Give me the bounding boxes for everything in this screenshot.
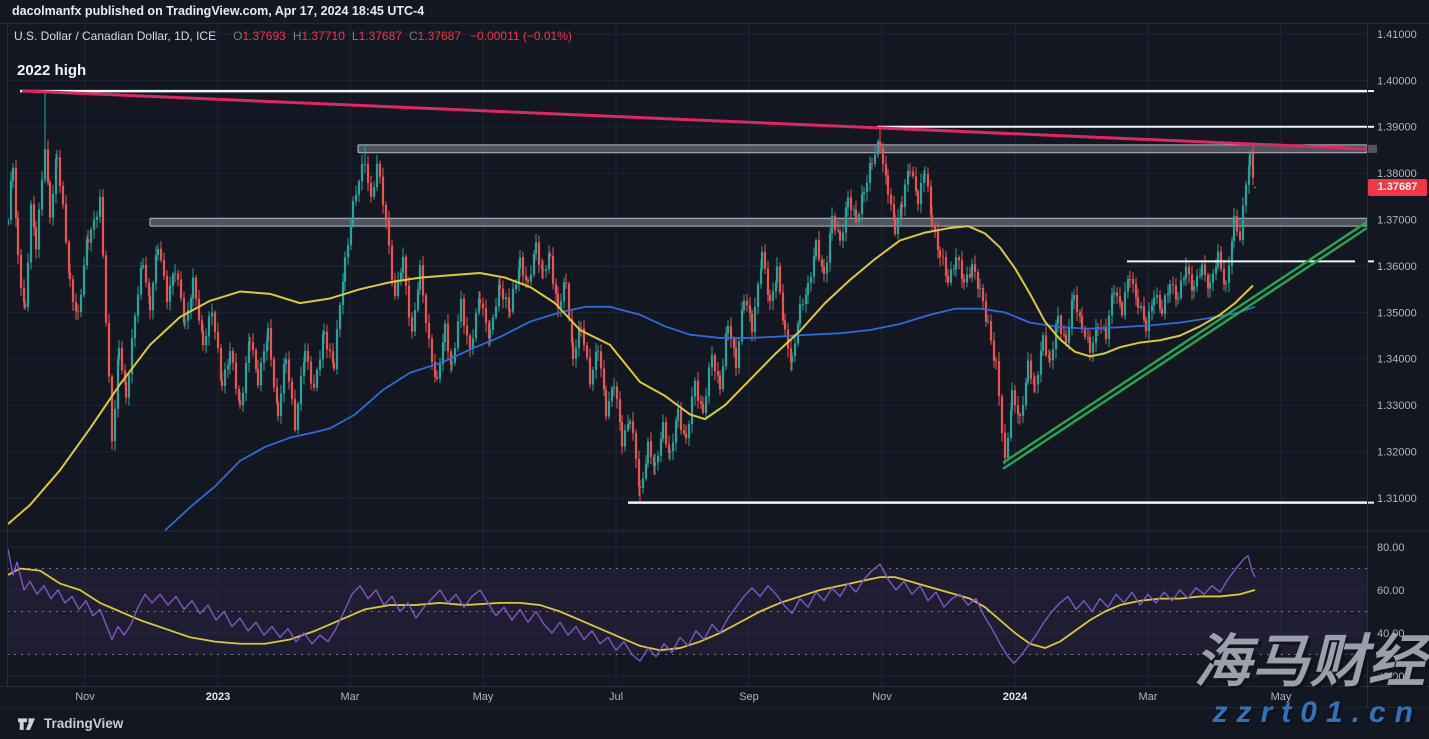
publish-header: dacolmanfx published on TradingView.com,… <box>0 0 1429 24</box>
grid-layer <box>7 24 1367 686</box>
candles-layer <box>7 91 1257 502</box>
price-axis-label: 1.34000 <box>1377 354 1417 366</box>
last-price-badge: 1.37687 <box>1368 179 1427 197</box>
price-axis-label: 1.35000 <box>1377 307 1417 319</box>
change-value: −0.00011 (−0.01%) <box>470 29 572 43</box>
price-axis-label: 1.37000 <box>1377 214 1417 226</box>
ohlc-low-label: L <box>351 29 359 43</box>
time-axis-label: 2023 <box>206 691 230 703</box>
rsi-line <box>7 549 1256 664</box>
rsi-axis-label: 20.00 <box>1377 671 1405 683</box>
watermark-chinese: 海马财经 <box>1194 630 1426 694</box>
time-axis-label: Nov <box>75 691 95 703</box>
price-pane[interactable] <box>7 89 1372 531</box>
resistance-band <box>357 144 1367 154</box>
ohlc-close-label: C <box>408 29 418 43</box>
ma-fast-line <box>7 225 1254 525</box>
ohlc-close-value: 1.37687 <box>417 29 462 43</box>
tradingview-brand-text: TradingView <box>44 716 124 731</box>
price-axis[interactable]: 1.41000 1.40000 1.39000 1.38000 1.37000 1.360… <box>1368 29 1417 505</box>
annotation-2022-high: 2022 high <box>17 62 87 79</box>
rsi-axis-label: 40.00 <box>1377 628 1405 640</box>
rsi-pane[interactable] <box>7 549 1367 664</box>
time-axis-label: May <box>1271 691 1292 703</box>
price-axis-label: 1.39000 <box>1377 122 1417 134</box>
rsi-signal-line <box>7 567 1256 652</box>
ascending-channel-line <box>1002 226 1367 470</box>
ma-slow-line <box>164 305 1256 531</box>
time-axis-label: Mar <box>1139 691 1158 703</box>
price-axis-label: 1.40000 <box>1377 75 1417 87</box>
symbol-title[interactable]: U.S. Dollar / Canadian Dollar, 1D, ICE <box>14 29 217 43</box>
ohlc-low-value: 1.37687 <box>358 29 402 43</box>
descending-trendline <box>21 89 1367 151</box>
pane-borders <box>0 24 1429 708</box>
publish-text: dacolmanfx published on TradingView.com,… <box>12 4 425 18</box>
rsi-axis-label: 60.00 <box>1377 585 1405 597</box>
footer-bar: TradingView <box>0 708 1429 739</box>
symbol-legend[interactable]: U.S. Dollar / Canadian Dollar, 1D, ICE O… <box>14 29 572 43</box>
price-axis-label: 1.31000 <box>1377 493 1417 505</box>
time-axis-label: Jul <box>609 691 623 703</box>
tradingview-logo-icon <box>18 717 35 730</box>
price-axis-label: 1.32000 <box>1377 446 1417 458</box>
time-axis-label: Sep <box>739 691 759 703</box>
ascending-channel-line <box>1002 220 1367 464</box>
rsi-axis[interactable]: 80.00 60.00 40.00 20.00 <box>1377 542 1405 683</box>
watermark-site: zzrt01.cn <box>1212 696 1422 729</box>
rsi-axis-label: 80.00 <box>1377 542 1405 554</box>
time-axis-label: Nov <box>872 691 892 703</box>
time-axis-label: 2024 <box>1003 691 1028 703</box>
ohlc-open-label: O <box>233 29 243 43</box>
price-axis-label: 1.36000 <box>1377 261 1417 273</box>
resistance-band <box>149 217 1367 227</box>
price-axis-label: 1.38000 <box>1377 168 1417 180</box>
time-axis[interactable]: Nov 2023 Mar May Jul Sep Nov 2024 Mar May <box>75 691 1292 703</box>
price-axis-label: 1.41000 <box>1377 29 1417 41</box>
ohlc-high-value: 1.37710 <box>301 29 345 43</box>
ohlc-high-label: H <box>292 29 302 43</box>
ohlc-open-value: 1.37693 <box>242 29 286 43</box>
time-axis-label: Mar <box>341 691 360 703</box>
price-axis-label: 1.33000 <box>1377 400 1417 412</box>
time-axis-label: May <box>473 691 494 703</box>
